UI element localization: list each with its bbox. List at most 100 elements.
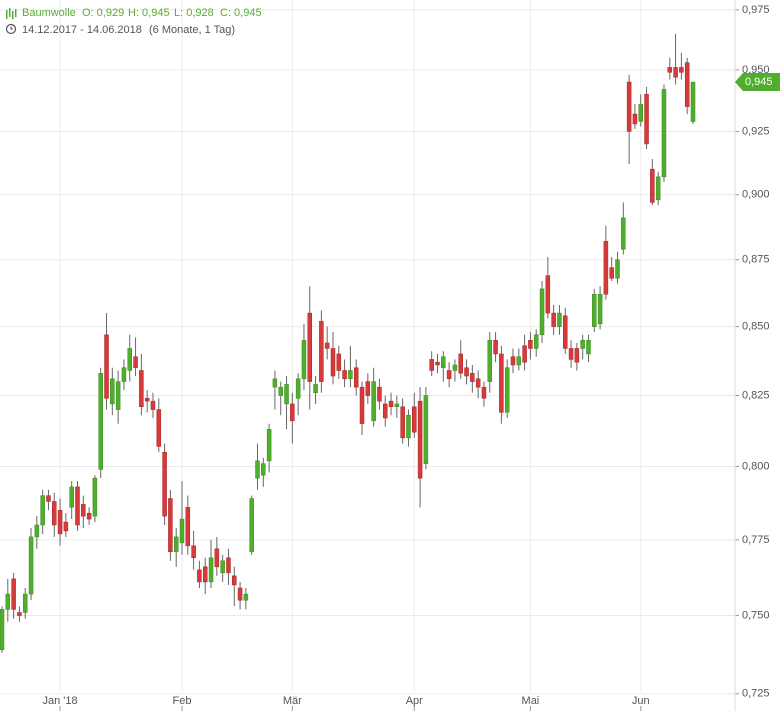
candle-body bbox=[5, 593, 11, 610]
candle-body bbox=[644, 94, 649, 145]
candle-body bbox=[446, 370, 452, 380]
candle-body bbox=[522, 345, 527, 363]
candle-body bbox=[52, 501, 57, 526]
candle-body bbox=[336, 353, 342, 371]
y-tick-label: 0,800 bbox=[742, 460, 770, 472]
candle-body bbox=[272, 378, 278, 388]
candle-body bbox=[557, 312, 562, 327]
candle-body bbox=[684, 62, 690, 107]
x-tick-label: Feb bbox=[173, 695, 192, 707]
candle-body bbox=[470, 373, 475, 382]
candle-body bbox=[353, 367, 359, 388]
candle-body bbox=[127, 348, 132, 371]
candle-body bbox=[458, 353, 463, 374]
candle-body bbox=[75, 486, 80, 526]
candle-body bbox=[110, 378, 115, 405]
candle-body bbox=[359, 386, 365, 424]
candle-body bbox=[11, 578, 16, 610]
candle-body bbox=[615, 259, 620, 279]
candle-body bbox=[586, 339, 591, 355]
candle-body bbox=[661, 89, 667, 178]
candle-body bbox=[348, 370, 353, 380]
summary-close: C: 0,945 bbox=[220, 7, 262, 19]
x-tick-label: Mai bbox=[522, 695, 540, 707]
candle-body bbox=[551, 312, 556, 327]
candle-body bbox=[592, 294, 597, 327]
candle-body bbox=[464, 367, 469, 377]
candle-body bbox=[475, 378, 481, 388]
candle-body bbox=[185, 507, 191, 547]
y-tick-label: 0,875 bbox=[742, 254, 770, 266]
candle-body bbox=[603, 241, 609, 295]
candle-body bbox=[197, 569, 202, 583]
candle-body bbox=[255, 460, 260, 479]
candle-body bbox=[57, 510, 63, 535]
x-tick-label: Jan '18 bbox=[42, 695, 77, 707]
candle-body bbox=[290, 403, 295, 422]
candle-body bbox=[441, 356, 446, 368]
candle-body bbox=[162, 451, 167, 517]
candle-body bbox=[226, 557, 231, 574]
last-price-tag bbox=[735, 73, 780, 92]
candle-body bbox=[22, 593, 28, 613]
y-tick-label: 0,850 bbox=[742, 321, 770, 333]
summary-low: L: 0,928 bbox=[174, 7, 214, 19]
y-tick-label: 0,975 bbox=[742, 4, 770, 16]
candle-body bbox=[191, 545, 196, 559]
y-tick-label: 0,900 bbox=[742, 189, 770, 201]
candle-body bbox=[98, 373, 103, 470]
candle-body bbox=[394, 403, 400, 408]
candle-body bbox=[92, 477, 98, 517]
candle-body bbox=[528, 339, 533, 349]
x-tick-label: Apr bbox=[406, 695, 423, 707]
candle-body bbox=[406, 414, 411, 439]
x-tick-label: Jun bbox=[632, 695, 650, 707]
candle-body bbox=[150, 400, 156, 410]
date-range: 14.12.2017 - 14.06.2018 bbox=[22, 24, 142, 36]
x-tick-label: Mär bbox=[283, 695, 302, 707]
summary-open: O: 0,929 bbox=[82, 7, 124, 19]
y-tick-label: 0,725 bbox=[742, 688, 770, 700]
candle-body bbox=[412, 406, 417, 433]
period: (6 Monate, 1 Tag) bbox=[149, 24, 235, 36]
y-tick-label: 0,925 bbox=[742, 125, 770, 137]
candle-body bbox=[377, 386, 382, 402]
header: Baumwolle O: 0,929 H: 0,945 L: 0,928 C: … bbox=[5, 7, 262, 36]
candle-body bbox=[313, 384, 318, 393]
candle-body bbox=[319, 320, 324, 382]
candle-body bbox=[295, 378, 301, 399]
grid bbox=[0, 0, 739, 711]
candle-body bbox=[324, 342, 330, 349]
candle-body bbox=[452, 364, 458, 371]
candle-body bbox=[597, 294, 603, 325]
candle-body bbox=[638, 103, 643, 122]
candle-body bbox=[237, 587, 243, 601]
candle-body bbox=[539, 288, 545, 336]
candle-body bbox=[679, 67, 684, 73]
candle-body bbox=[261, 463, 266, 476]
candle-body bbox=[580, 339, 585, 349]
candle-body bbox=[510, 356, 516, 366]
candle-body bbox=[563, 315, 568, 349]
candle-body bbox=[214, 548, 220, 568]
candle-body bbox=[417, 400, 423, 479]
candle-body bbox=[179, 518, 185, 544]
candle-body bbox=[243, 593, 249, 601]
candle-body bbox=[144, 398, 150, 402]
candle-body bbox=[284, 384, 289, 405]
candle-body bbox=[69, 486, 74, 508]
candle-body bbox=[435, 361, 440, 366]
candle-body bbox=[121, 367, 127, 382]
y-tick-label: 0,750 bbox=[742, 609, 770, 621]
candle-body bbox=[232, 575, 237, 586]
y-tick-label: 0,775 bbox=[742, 534, 770, 546]
last-price-label: 0,945 bbox=[745, 76, 773, 88]
y-tick-label: 0,950 bbox=[742, 64, 770, 76]
candle-body bbox=[301, 339, 307, 380]
candle-body bbox=[423, 395, 429, 464]
candle-body bbox=[487, 339, 493, 382]
candle-body bbox=[365, 381, 371, 396]
candle-body bbox=[621, 217, 626, 250]
candle-body bbox=[655, 176, 661, 201]
candle-body bbox=[609, 267, 614, 279]
